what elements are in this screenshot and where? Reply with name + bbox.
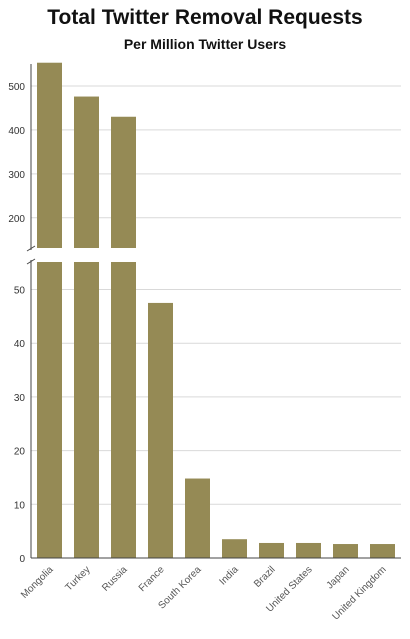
bar-turkey-lower bbox=[74, 262, 99, 558]
bar-united-states bbox=[296, 542, 321, 558]
x-tick-label-turkey: Turkey bbox=[63, 564, 92, 593]
bar-mongolia-lower bbox=[37, 262, 62, 558]
x-tick-label-russia: Russia bbox=[100, 564, 130, 594]
y-tick-label-400: 400 bbox=[8, 126, 25, 137]
x-tick-label-india: India bbox=[218, 564, 241, 587]
bar-russia-lower bbox=[111, 262, 136, 558]
y-tick-label-0: 0 bbox=[19, 554, 25, 565]
y-tick-label-10: 10 bbox=[14, 500, 26, 511]
y-tick-label-20: 20 bbox=[14, 447, 26, 458]
y-tick-label-500: 500 bbox=[8, 82, 25, 93]
bar-south-korea bbox=[185, 478, 210, 558]
chart-title: Total Twitter Removal Requests bbox=[47, 6, 363, 29]
y-tick-label-40: 40 bbox=[14, 339, 26, 350]
axis-break-mark-lower bbox=[26, 258, 36, 265]
bar-india bbox=[222, 539, 247, 558]
chart-subtitle: Per Million Twitter Users bbox=[123, 36, 287, 52]
bar-brazil bbox=[259, 542, 284, 558]
bar-turkey-upper bbox=[74, 96, 99, 248]
bar-united-kingdom bbox=[370, 544, 395, 558]
x-tick-label-france: France bbox=[137, 564, 167, 594]
y-tick-label-200: 200 bbox=[8, 214, 25, 225]
bar-russia-upper bbox=[111, 116, 136, 248]
axis-break-mark-upper bbox=[26, 245, 36, 252]
x-tick-label-japan: Japan bbox=[325, 564, 352, 591]
bar-mongolia-upper bbox=[37, 62, 62, 248]
y-tick-label-300: 300 bbox=[8, 170, 25, 181]
x-tick-label-brazil: Brazil bbox=[252, 564, 277, 589]
bar-france bbox=[148, 302, 173, 558]
bar-japan bbox=[333, 544, 358, 558]
x-tick-label-mongolia: Mongolia bbox=[19, 564, 56, 601]
y-tick-label-50: 50 bbox=[14, 286, 26, 297]
y-tick-label-30: 30 bbox=[14, 393, 26, 404]
